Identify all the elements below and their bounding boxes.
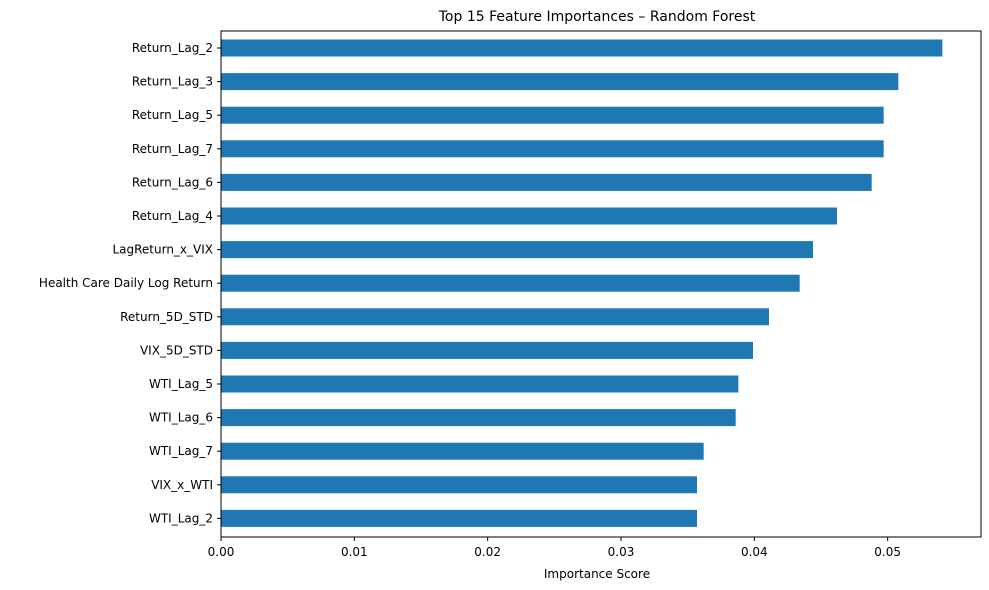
y-tick-label: WTI_Lag_2 xyxy=(149,511,213,525)
x-tick-label: 0.05 xyxy=(874,545,901,559)
bar-return-lag-7 xyxy=(221,140,884,158)
y-tick-label: WTI_Lag_6 xyxy=(149,411,213,425)
bars-group xyxy=(221,39,943,527)
y-tick-label: Return_Lag_6 xyxy=(132,175,213,189)
bar-return-lag-5 xyxy=(221,106,884,124)
x-axis-label: Importance Score xyxy=(544,567,650,581)
y-tick-label: Return_Lag_4 xyxy=(132,209,213,223)
y-tick-label: VIX_x_WTI xyxy=(151,478,213,492)
bar-vix-x-wti xyxy=(221,476,697,494)
y-tick-label: LagReturn_x_VIX xyxy=(112,243,213,257)
bar-lagreturn-x-vix xyxy=(221,241,813,259)
y-tick-label: VIX_5D_STD xyxy=(140,343,213,357)
y-tick-label: Health Care Daily Log Return xyxy=(39,276,213,290)
x-tick-label: 0.02 xyxy=(474,545,501,559)
plot-frame xyxy=(220,30,982,538)
x-tick-label: 0.04 xyxy=(741,545,768,559)
x-axis: 0.00 0.01 0.02 0.03 0.04 0.05 xyxy=(208,537,901,559)
y-tick-label: Return_Lag_5 xyxy=(132,108,213,122)
bar-return-5d-std xyxy=(221,308,769,326)
bar-return-lag-4 xyxy=(221,207,837,225)
bar-return-lag-3 xyxy=(221,73,899,91)
y-tick-label: Return_5D_STD xyxy=(120,310,213,324)
y-tick-label: Return_Lag_2 xyxy=(132,41,213,55)
x-tick-label: 0.00 xyxy=(208,545,235,559)
x-tick-label: 0.01 xyxy=(341,545,368,559)
bar-wti-lag-5 xyxy=(221,375,739,393)
y-tick-label: Return_Lag_3 xyxy=(132,75,213,89)
bar-return-lag-6 xyxy=(221,173,872,191)
y-tick-label: WTI_Lag_7 xyxy=(149,444,213,458)
y-tick-label: Return_Lag_7 xyxy=(132,142,213,156)
bar-health-care-daily-log-return xyxy=(221,274,800,292)
y-axis: Return_Lag_2 Return_Lag_3 Return_Lag_5 Retu… xyxy=(39,41,221,525)
bar-wti-lag-7 xyxy=(221,442,704,460)
bar-vix-5d-std xyxy=(221,341,753,359)
x-tick-label: 0.03 xyxy=(608,545,635,559)
bar-wti-lag-6 xyxy=(221,409,736,427)
y-tick-label: WTI_Lag_5 xyxy=(149,377,213,391)
bar-wti-lag-2 xyxy=(221,509,697,527)
chart-title: Top 15 Feature Importances – Random Fore… xyxy=(438,9,756,25)
bar-return-lag-2 xyxy=(221,39,943,57)
